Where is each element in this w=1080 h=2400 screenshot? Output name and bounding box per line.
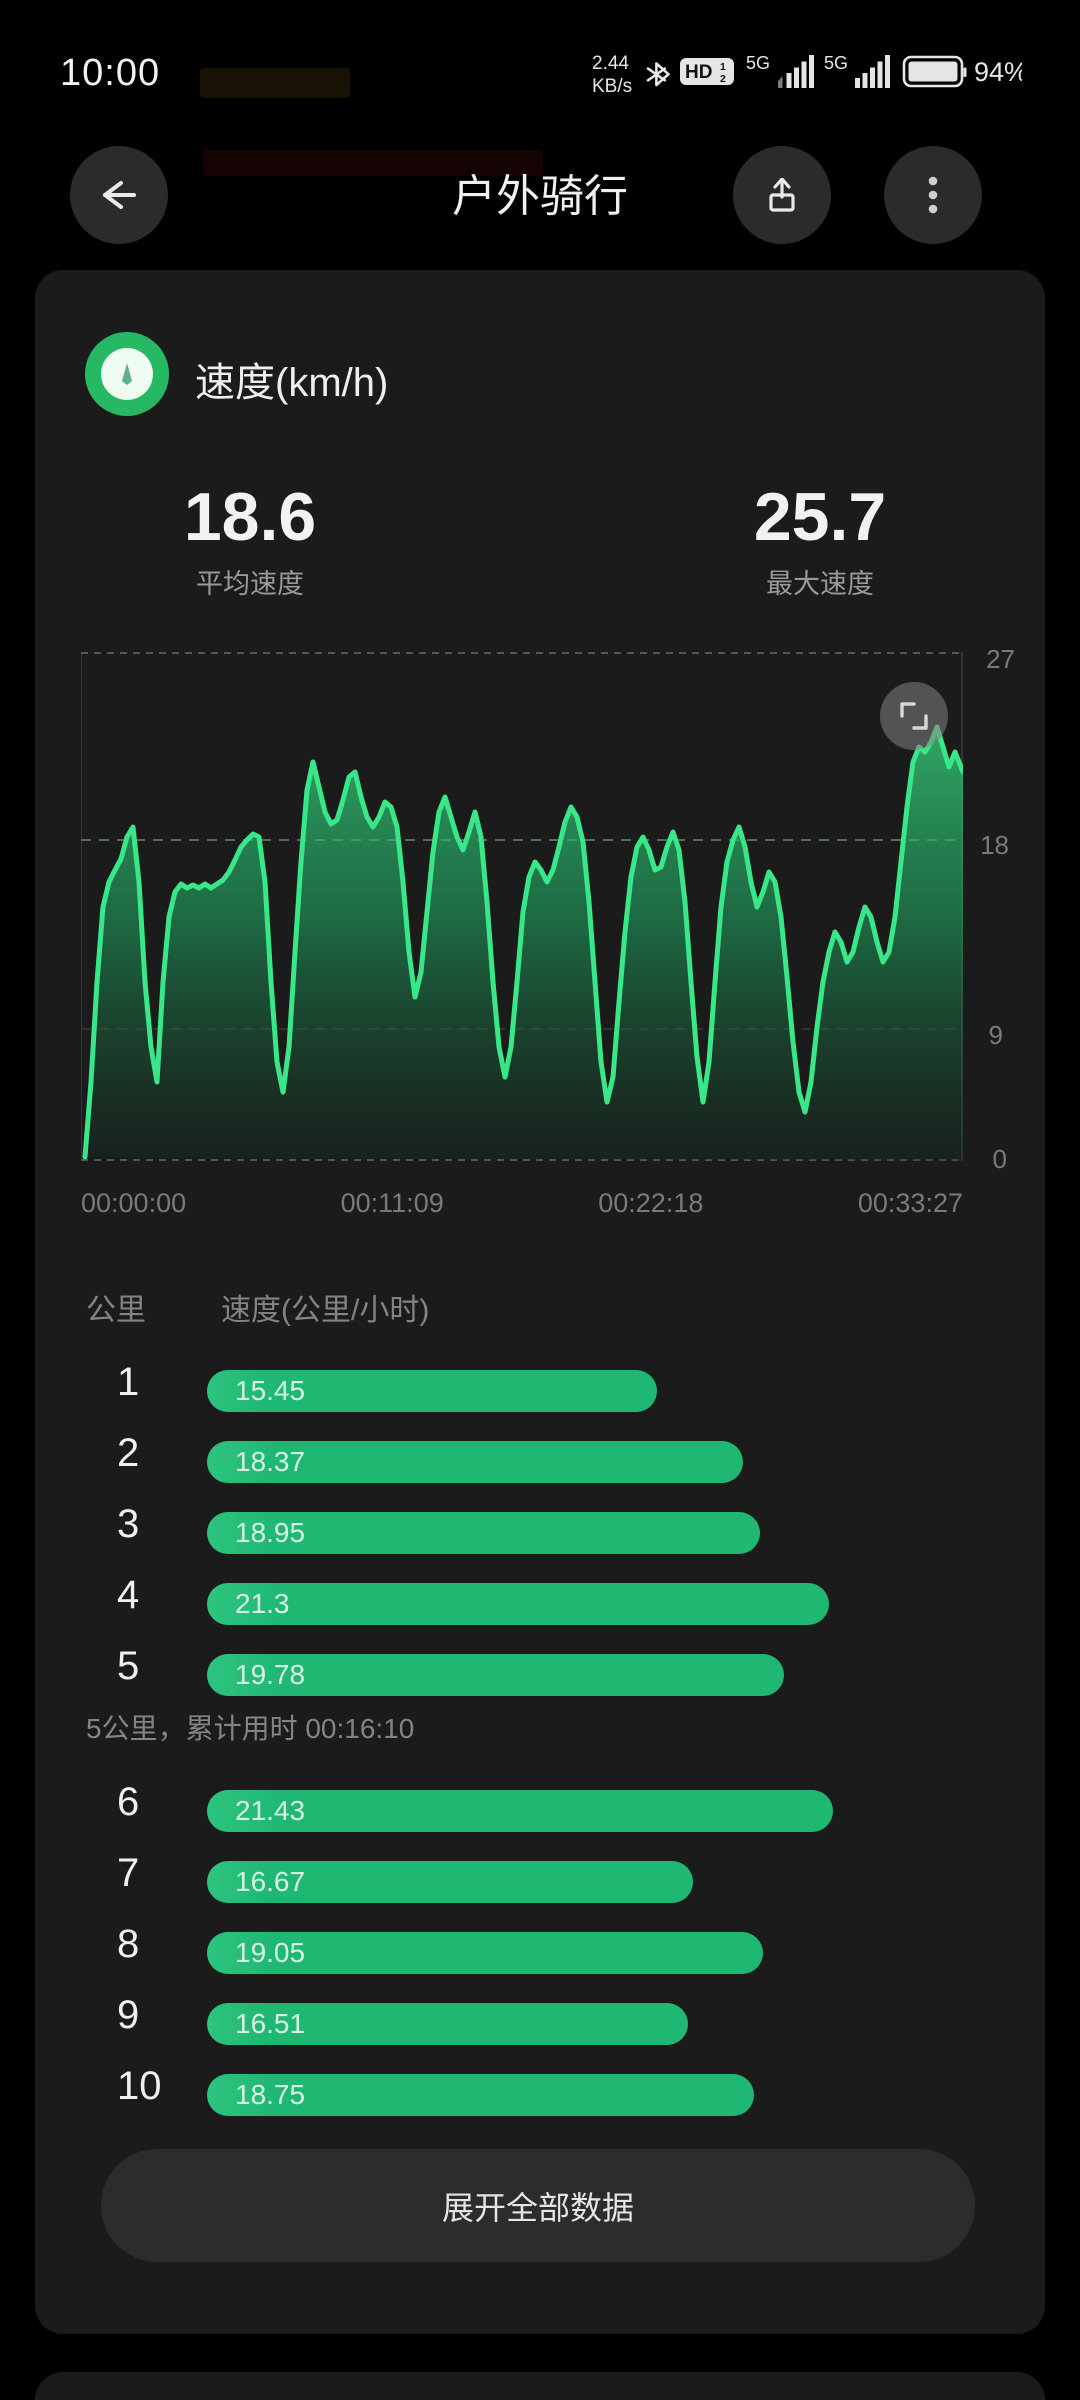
svg-text:2: 2 xyxy=(720,73,726,85)
svg-text:KB/s: KB/s xyxy=(592,76,632,97)
svg-text:94%: 94% xyxy=(974,57,1022,87)
svg-text:1: 1 xyxy=(720,61,726,73)
svg-text:5G: 5G xyxy=(824,53,848,73)
svg-text:2.44: 2.44 xyxy=(592,53,629,74)
svg-text:5G: 5G xyxy=(746,53,770,73)
svg-text:HD: HD xyxy=(685,62,712,83)
